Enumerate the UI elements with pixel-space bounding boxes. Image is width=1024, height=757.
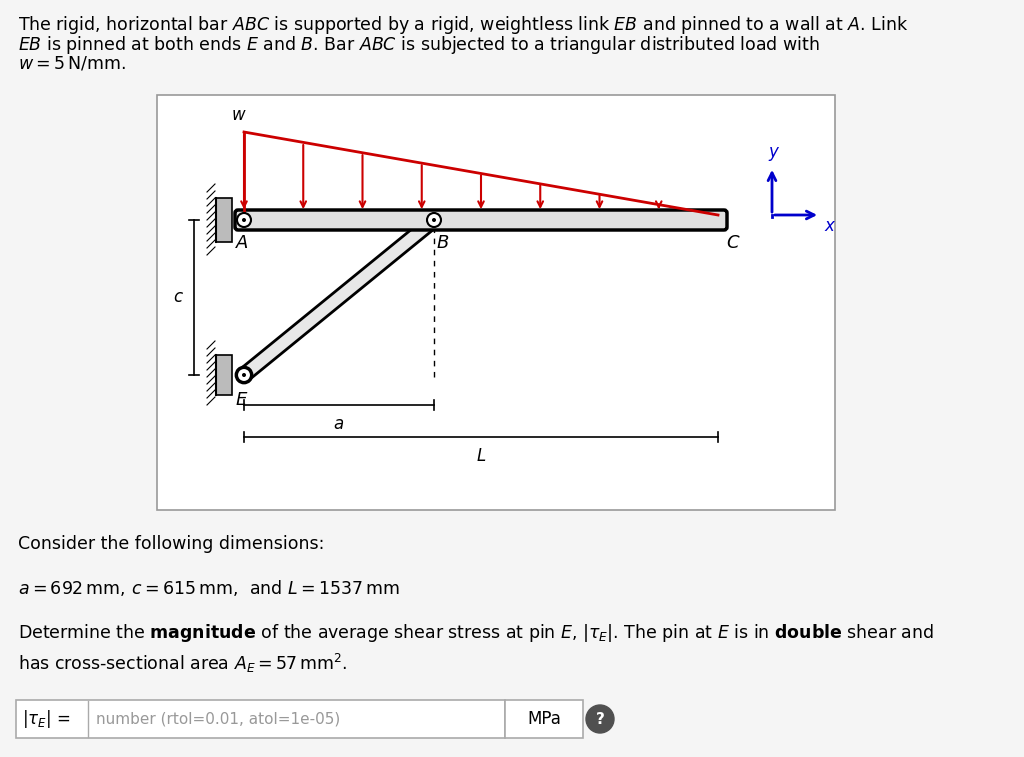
Text: $E$: $E$ xyxy=(236,391,249,409)
Text: has cross-sectional area $A_E = 57\,\mathrm{mm}^2$.: has cross-sectional area $A_E = 57\,\mat… xyxy=(18,652,347,675)
Bar xyxy=(216,355,232,395)
Bar xyxy=(216,198,232,242)
Polygon shape xyxy=(240,214,438,381)
FancyBboxPatch shape xyxy=(234,210,727,230)
Text: $a = 692\,\mathrm{mm},\, c = 615\,\mathrm{mm},\,$ and $L = 1537\,\mathrm{mm}$: $a = 692\,\mathrm{mm},\, c = 615\,\mathr… xyxy=(18,578,400,598)
Circle shape xyxy=(237,213,251,227)
Text: $L$: $L$ xyxy=(476,447,486,465)
Circle shape xyxy=(236,367,252,383)
Text: $x$: $x$ xyxy=(824,217,837,235)
Text: $A$: $A$ xyxy=(234,234,249,252)
Text: $y$: $y$ xyxy=(768,145,780,163)
Circle shape xyxy=(242,218,246,222)
Text: Consider the following dimensions:: Consider the following dimensions: xyxy=(18,535,325,553)
Bar xyxy=(505,700,583,738)
Text: $a$: $a$ xyxy=(334,415,344,433)
Text: $w$: $w$ xyxy=(231,106,247,124)
Text: number (rtol=0.01, atol=1e-05): number (rtol=0.01, atol=1e-05) xyxy=(96,712,340,727)
Circle shape xyxy=(237,368,251,382)
Bar xyxy=(157,95,835,510)
Text: $w = 5\,\mathrm{N/mm}$.: $w = 5\,\mathrm{N/mm}$. xyxy=(18,54,126,72)
Text: $B$: $B$ xyxy=(436,234,450,252)
Bar xyxy=(16,700,505,738)
Text: $c$: $c$ xyxy=(173,288,184,307)
Circle shape xyxy=(426,212,442,228)
Text: $C$: $C$ xyxy=(726,234,740,252)
Circle shape xyxy=(586,705,614,733)
Text: Determine the $\mathbf{magnitude}$ of the average shear stress at pin $\mathit{E: Determine the $\mathbf{magnitude}$ of th… xyxy=(18,622,934,644)
Circle shape xyxy=(242,373,246,377)
Text: MPa: MPa xyxy=(527,710,561,728)
Text: The rigid, horizontal bar $\mathit{ABC}$ is supported by a rigid, weightless lin: The rigid, horizontal bar $\mathit{ABC}$… xyxy=(18,14,908,36)
Circle shape xyxy=(427,213,441,227)
Circle shape xyxy=(432,218,436,222)
Text: ?: ? xyxy=(596,712,604,727)
Text: $|\tau_E|$ =: $|\tau_E|$ = xyxy=(22,708,71,730)
Text: $\mathit{EB}$ is pinned at both ends $\mathit{E}$ and $\mathit{B}$. Bar $\mathit: $\mathit{EB}$ is pinned at both ends $\m… xyxy=(18,34,820,56)
